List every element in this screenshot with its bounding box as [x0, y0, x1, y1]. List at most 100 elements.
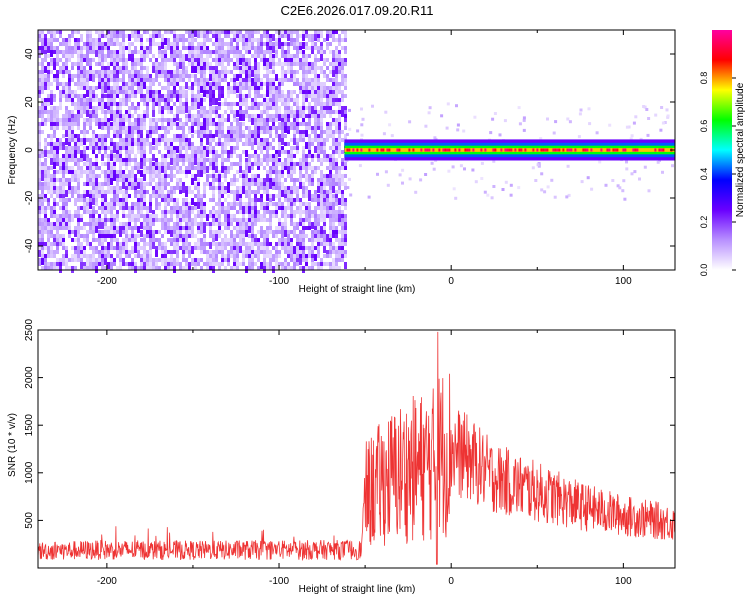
spectrogram-cell [218, 126, 221, 130]
spectrogram-cell [155, 218, 158, 222]
spectrogram-cell [272, 122, 275, 129]
spectrogram-cell [248, 226, 251, 233]
spectrogram-cell [335, 78, 338, 82]
spectrogram-cell [287, 46, 290, 50]
spectrogram-cell [341, 174, 344, 178]
spectrogram-cell [182, 158, 185, 162]
snr-line [37, 331, 676, 565]
spectrogram-cell [113, 38, 116, 42]
spectrogram-cell [203, 110, 206, 114]
spectrogram-cell [197, 162, 200, 166]
spectrogram-cell [152, 126, 155, 130]
spectrogram-cell [278, 106, 281, 110]
spectrogram-cell [176, 94, 179, 101]
spectrogram-cell [287, 54, 290, 58]
spectrogram-cell [71, 170, 74, 174]
spectrogram-cell [68, 258, 71, 262]
spectrogram-cell [119, 138, 122, 142]
spectrogram-cell [146, 106, 149, 110]
spectrogram-cell [257, 66, 260, 70]
spectrogram-cell [290, 238, 293, 242]
spectrogram-cell [215, 202, 218, 206]
spectrogram-cell [302, 190, 305, 194]
spectrogram-cell [122, 142, 125, 146]
spectrogram-cell [59, 142, 62, 146]
spectrogram-cell [95, 62, 98, 66]
spectrogram-cell [155, 170, 158, 174]
spectrogram-cell [209, 242, 212, 249]
spectrogram-cell [269, 118, 272, 122]
spectrogram-cell [53, 234, 56, 238]
spectrogram-cell [47, 198, 50, 202]
spectrogram-cell [161, 54, 164, 58]
spectrogram-cell [263, 182, 266, 186]
spectrogram-cell [74, 186, 77, 190]
spectrogram-cell [540, 188, 544, 192]
spectrogram-cell [305, 86, 308, 90]
spectrogram-cell [56, 190, 59, 194]
spectrogram-cell [203, 86, 206, 90]
spectrogram-cell [224, 98, 227, 102]
spectrogram-cell [260, 186, 263, 190]
spectrogram-cell [212, 94, 215, 101]
spectrogram-cell [53, 206, 56, 210]
signal-peak-cell [388, 148, 391, 152]
spectrogram-cell [251, 102, 254, 106]
spectrogram-cell [293, 146, 296, 150]
spectrogram-cell [38, 110, 41, 114]
spectrogram-cell [191, 258, 194, 262]
spectrogram-cell [59, 58, 62, 62]
spectrogram-cell [311, 198, 314, 202]
spectrogram-cell [257, 42, 260, 46]
spectrogram-cell [317, 214, 320, 218]
spectrogram-cell [206, 54, 209, 58]
spectrogram-cell [179, 238, 182, 242]
spectrogram-cell [164, 74, 167, 78]
spectrogram-cell [224, 190, 227, 194]
spectrogram-cell [98, 218, 101, 222]
spectrogram-cell [164, 70, 167, 74]
spectrogram-cell [140, 130, 143, 134]
spectrogram-cell [137, 194, 140, 198]
spectrogram-cell [146, 78, 149, 82]
spectrogram-cell [630, 172, 634, 176]
spectrogram-cell [317, 126, 320, 130]
spectrogram-cell [251, 234, 254, 241]
spectrogram-cell [320, 158, 323, 162]
spectrogram-cell [152, 66, 155, 73]
spectrogram-cell [293, 114, 296, 118]
spectrogram-cell [95, 194, 98, 198]
spectrogram-cell [95, 50, 98, 57]
spectrogram-cell [209, 94, 212, 101]
spectrogram-cell [281, 210, 284, 214]
spectrogram-cell [185, 146, 188, 150]
spectrogram-cell [83, 122, 86, 126]
spectrogram-cell [179, 90, 182, 94]
spectrogram-cell [92, 90, 95, 94]
spectrogram-cell [647, 117, 651, 120]
spectrogram-cell [251, 130, 254, 134]
spectrogram-cell [224, 226, 227, 230]
spectrogram-cell [239, 102, 242, 106]
spectrogram-cell [134, 94, 137, 98]
spectrogram-cell [302, 54, 305, 58]
spectrogram-cell [218, 226, 221, 230]
spectrogram-cell [41, 238, 44, 242]
spectrogram-cell [62, 162, 65, 169]
spectrogram-cell [266, 70, 269, 74]
spectrogram-cell [236, 178, 239, 182]
spectrogram-cell [194, 30, 197, 37]
spectrogram-cell [278, 42, 281, 49]
spectrogram-cell [245, 102, 248, 106]
spectrogram-cell [281, 242, 284, 249]
spectrogram-cell [290, 206, 293, 210]
spectrogram-cell [50, 254, 53, 258]
spectrogram-cell [230, 134, 233, 141]
spectrogram-cell [305, 126, 308, 130]
spectrogram-cell [194, 82, 197, 86]
spectrogram-cell [332, 142, 335, 146]
spectrogram-cell [191, 86, 194, 90]
spectrogram-cell [281, 102, 284, 106]
spectrogram-cell [125, 102, 128, 106]
spectrogram-cell [77, 122, 80, 126]
